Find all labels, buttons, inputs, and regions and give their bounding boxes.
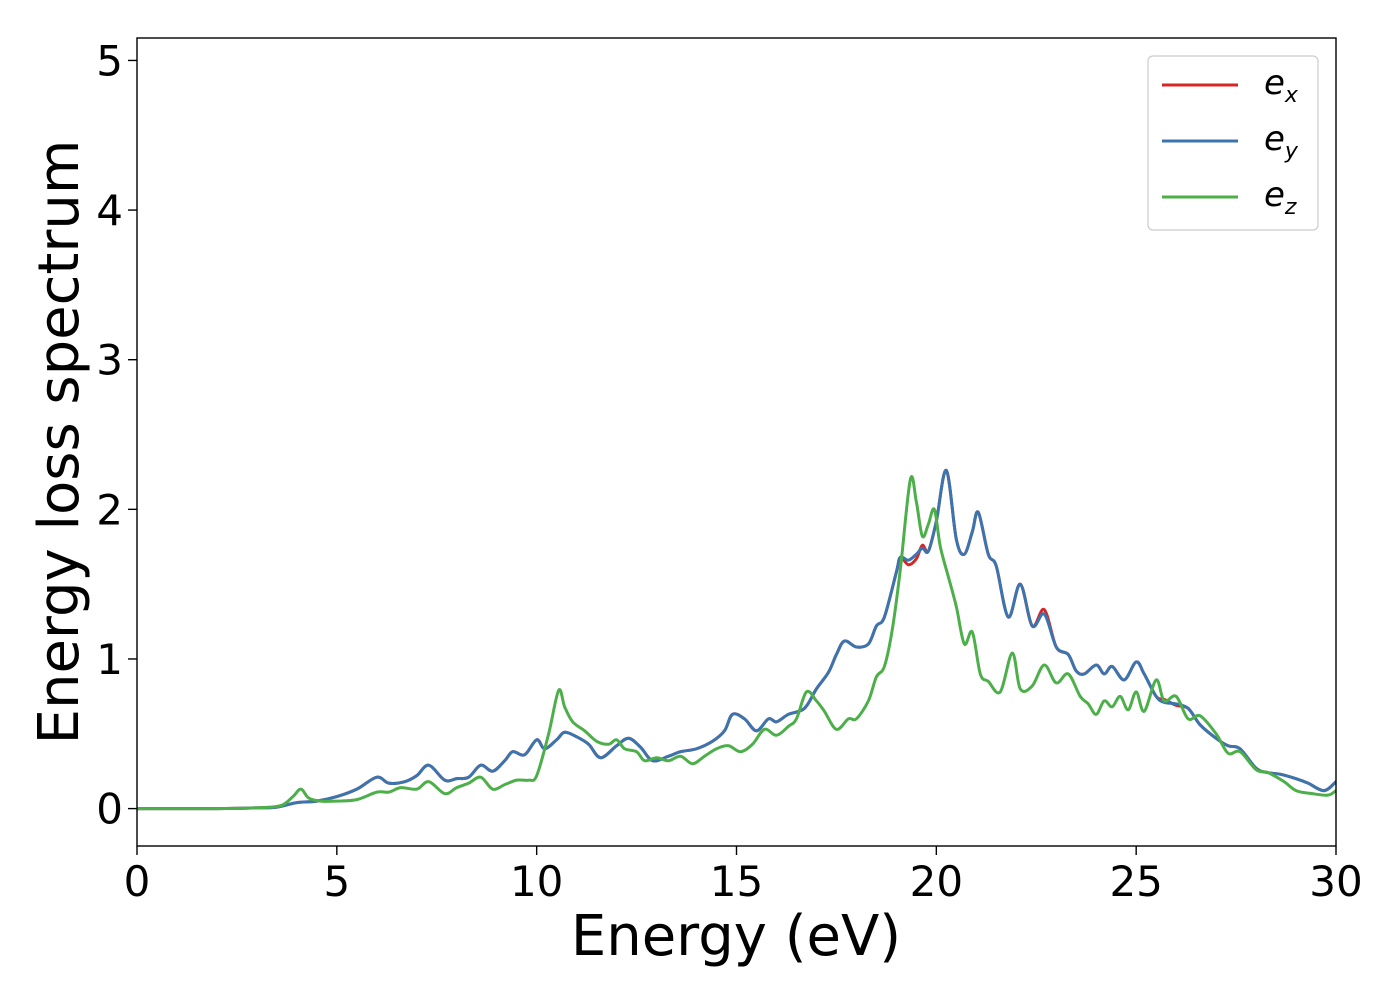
x-tick-label: 30 <box>1309 857 1362 906</box>
y-tick-label: 1 <box>96 635 123 684</box>
x-axis: 0 5 10 15 20 25 30 <box>124 846 1363 906</box>
x-tick-label: 20 <box>910 857 963 906</box>
x-tick-label: 5 <box>323 857 350 906</box>
legend-label-x: ex <box>1264 63 1299 108</box>
series-line-y <box>137 468 1336 811</box>
y-axis-title: Energy loss spectrum <box>27 140 92 745</box>
x-tick-label: 25 <box>1109 857 1162 906</box>
y-tick-label: 5 <box>96 36 123 85</box>
y-axis: 0 1 2 3 4 5 <box>96 36 137 834</box>
x-axis-title: Energy (eV) <box>571 904 901 969</box>
legend-label-z: ez <box>1264 175 1297 220</box>
legend-label-y: ey <box>1264 119 1299 164</box>
y-tick-label: 4 <box>96 186 123 235</box>
legend-box <box>1147 55 1319 231</box>
x-tick-label: 10 <box>510 857 563 906</box>
x-tick-label: 15 <box>710 857 763 906</box>
y-tick-label: 3 <box>96 336 123 385</box>
y-tick-label: 0 <box>96 785 123 834</box>
y-tick-label: 2 <box>96 485 123 534</box>
x-tick-label: 0 <box>124 857 151 906</box>
series-layer <box>137 468 1336 811</box>
series-line-z <box>137 475 1336 811</box>
legend: ex ey ez <box>1147 55 1319 231</box>
